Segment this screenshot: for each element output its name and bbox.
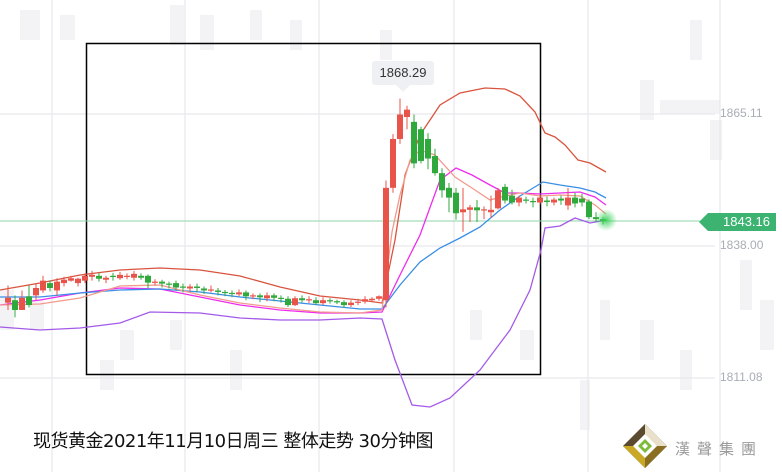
y-axis-label-1838: 1838.00 bbox=[720, 238, 764, 252]
highlight-box bbox=[85, 42, 542, 376]
y-axis-label-1811: 1811.08 bbox=[720, 370, 763, 384]
ma-short-line bbox=[0, 149, 607, 314]
chart-caption: 现货黄金2021年11月10日周三 整体走势 30分钟图 bbox=[33, 431, 433, 452]
high-price-tooltip: 1868.29 bbox=[372, 61, 434, 92]
ma-blue-line bbox=[0, 181, 607, 310]
boll-upper-line bbox=[0, 87, 607, 304]
y-axis-label-1865: 1865.11 bbox=[720, 106, 763, 120]
indicator-lines bbox=[0, 87, 607, 408]
grid-lines bbox=[0, 0, 721, 472]
diamond-logo-icon bbox=[623, 424, 667, 468]
ma-magenta-line bbox=[0, 167, 607, 314]
current-price-tag: 1843.16 bbox=[699, 213, 776, 231]
candles bbox=[5, 98, 606, 318]
last-price-glow bbox=[595, 209, 617, 231]
company-logo: 漢聲集團 bbox=[617, 418, 782, 472]
logo-text: 漢聲集團 bbox=[675, 440, 764, 458]
boll-lower-line bbox=[0, 217, 607, 408]
